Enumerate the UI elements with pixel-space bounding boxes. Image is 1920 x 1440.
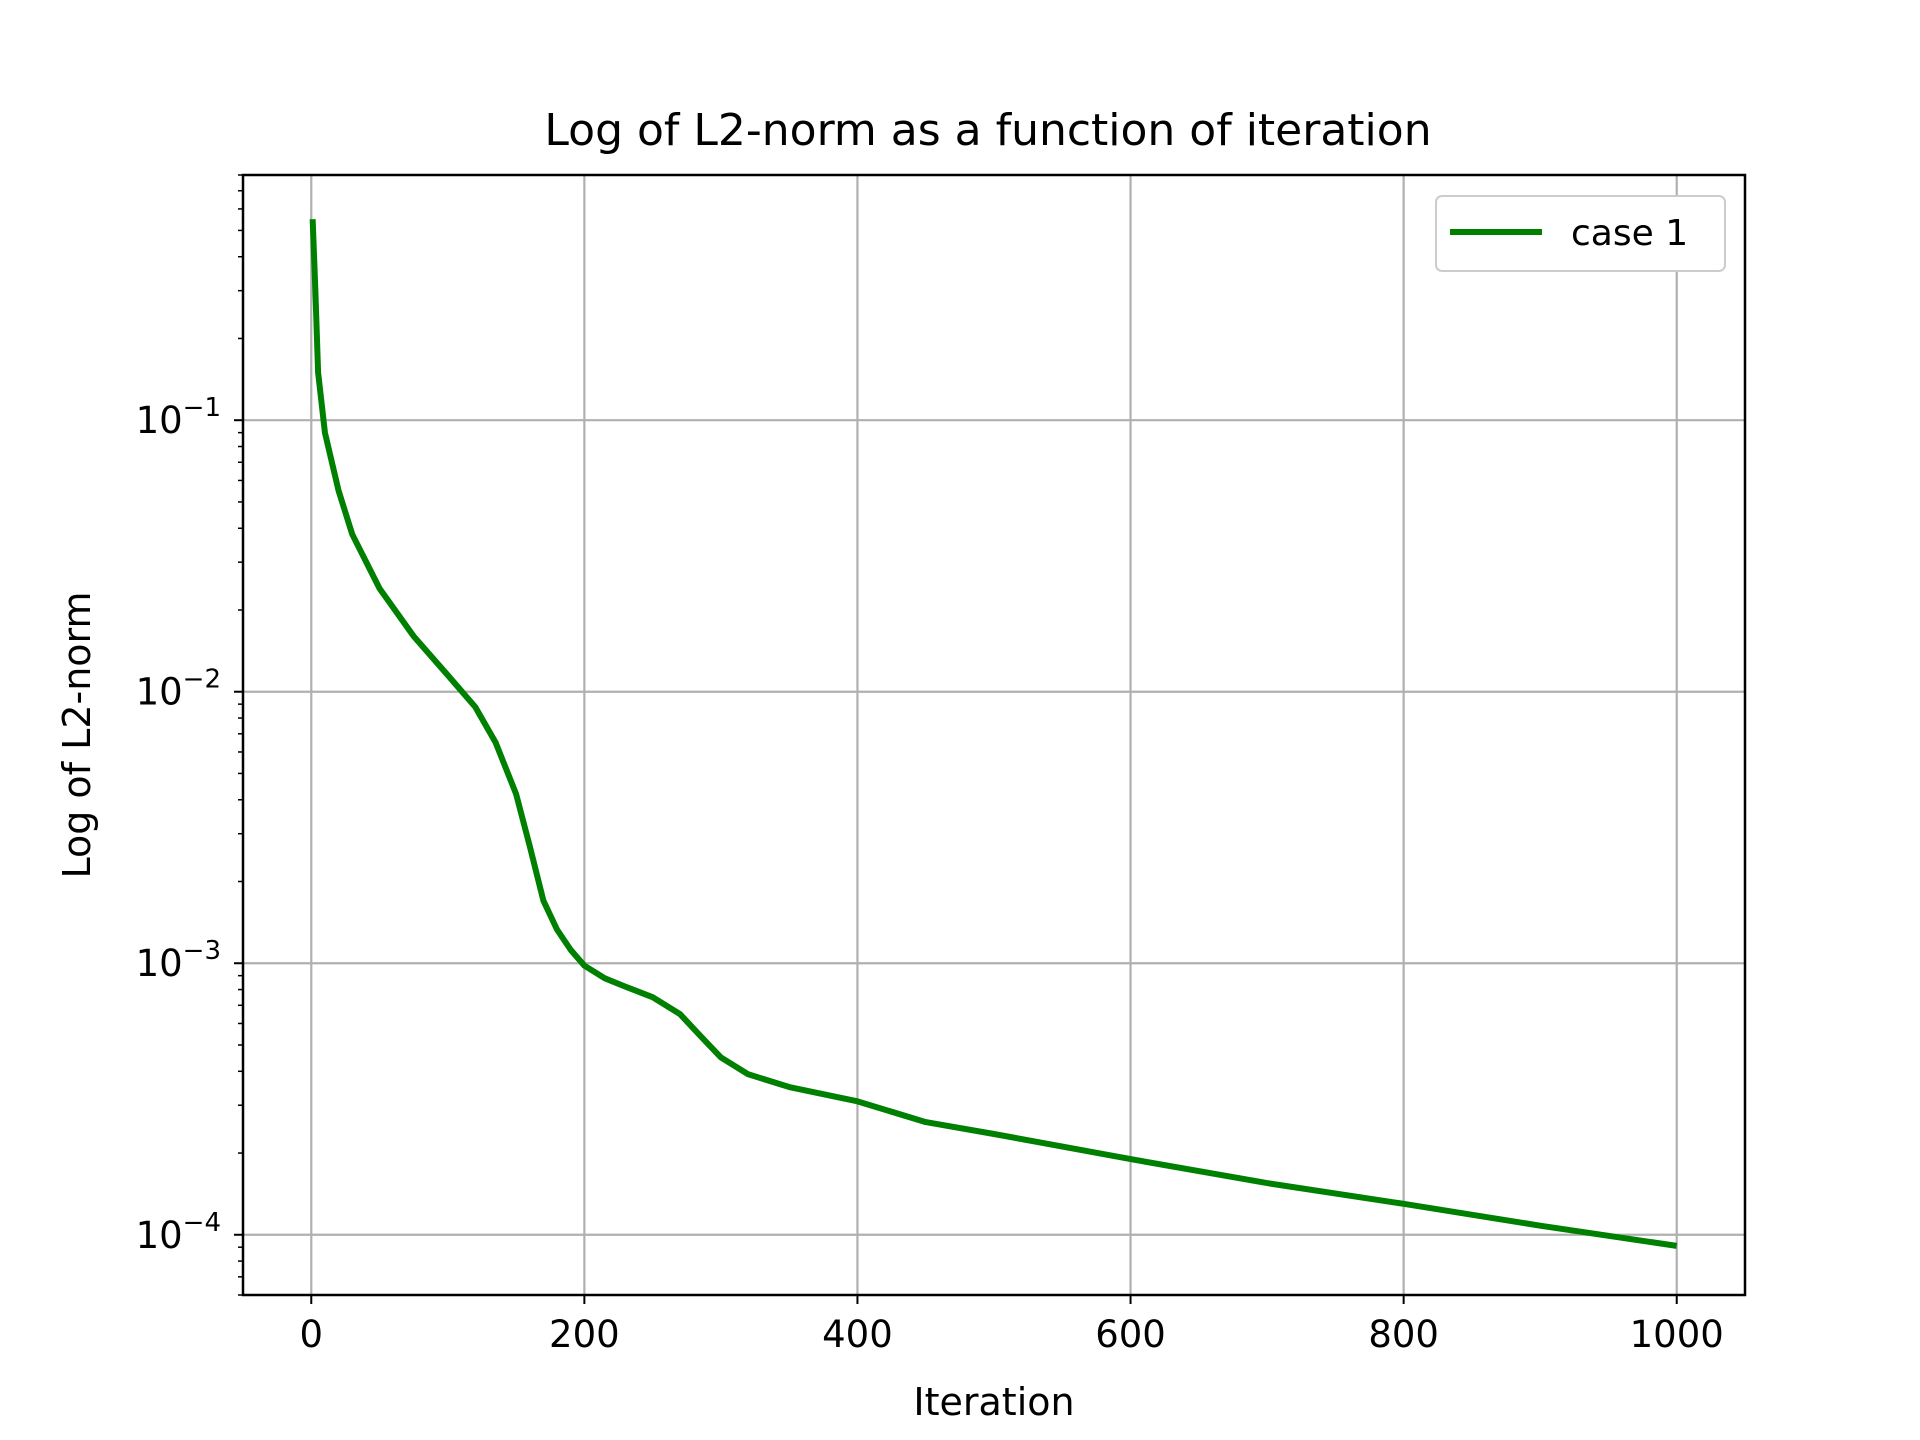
y-tick-label: 10−3 <box>136 936 221 985</box>
x-tick-label: 0 <box>299 1313 323 1356</box>
y-tick-exponent: −2 <box>183 665 221 695</box>
x-tick-label: 400 <box>822 1313 893 1356</box>
y-tick-exponent: −3 <box>183 936 221 966</box>
y-tick-base: 10 <box>136 671 183 714</box>
x-tick-label: 1000 <box>1630 1313 1724 1356</box>
series-line <box>309 219 1678 1249</box>
x-axis-ticks: 0 200 400 600 800 1000 <box>299 1295 1724 1356</box>
legend-box <box>1435 195 1726 272</box>
y-axis-ticks: 10−410−310−210−1 <box>136 393 243 1257</box>
legend-label: case 1 <box>1571 213 1688 254</box>
y-tick-base: 10 <box>136 942 183 985</box>
y-axis-label: Log of L2-norm <box>55 591 99 878</box>
grid-lines <box>243 175 1745 1295</box>
plot-frame <box>241 173 1747 1297</box>
y-tick-exponent: −1 <box>183 393 221 423</box>
x-axis-label: Iteration <box>913 1380 1074 1424</box>
y-tick-exponent: −4 <box>183 1208 221 1238</box>
x-tick-label: 600 <box>1095 1313 1166 1356</box>
legend: case 1 <box>1435 195 1726 272</box>
y-tick-label: 10−2 <box>136 665 221 714</box>
y-tick-base: 10 <box>136 1214 183 1257</box>
y-tick-label: 10−1 <box>136 393 221 442</box>
x-tick-label: 200 <box>549 1313 620 1356</box>
x-tick-label: 800 <box>1368 1313 1439 1356</box>
chart-title: Log of L2-norm as a function of iteratio… <box>544 105 1431 156</box>
series-group <box>309 219 1678 1249</box>
y-tick-label: 10−4 <box>136 1208 221 1257</box>
y-tick-base: 10 <box>136 399 183 442</box>
